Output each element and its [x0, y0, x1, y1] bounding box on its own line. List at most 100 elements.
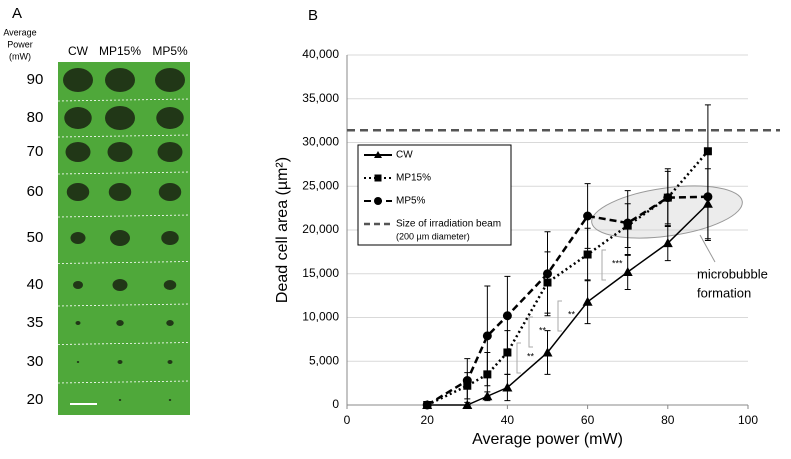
y-tick-label: 20,000 — [302, 222, 339, 236]
highlight-region — [591, 185, 743, 239]
dead-cell-spot — [110, 230, 130, 246]
dead-cell-spot — [117, 360, 123, 364]
x-tick-label: 80 — [661, 413, 675, 427]
marker — [662, 238, 673, 248]
annotation: microbubble — [697, 266, 768, 281]
marker — [422, 400, 432, 410]
marker — [583, 211, 593, 221]
row-label: 40 — [27, 276, 44, 293]
legend-marker — [374, 174, 382, 182]
significance-bracket — [516, 342, 521, 374]
row-label: 70 — [27, 143, 44, 160]
y-tick-label: 35,000 — [302, 91, 339, 105]
legend-label: (200 µm diameter) — [396, 231, 470, 241]
y-axis-label: Dead cell area (µm²) — [274, 157, 291, 303]
y-tick-label: 0 — [332, 397, 339, 411]
annotation-leader — [699, 234, 716, 263]
marker — [482, 331, 492, 341]
legend-marker — [374, 197, 382, 205]
dead-cell-spot — [63, 68, 93, 92]
dead-cell-spot — [73, 281, 83, 289]
dead-cell-spot — [118, 399, 122, 401]
annotation: formation — [697, 285, 751, 300]
significance-mark: ** — [568, 309, 576, 319]
column-label: MP5% — [152, 44, 188, 58]
dead-cell-spot — [155, 68, 185, 92]
marker — [542, 347, 553, 357]
dead-cell-spot — [116, 320, 124, 326]
column-label: CW — [68, 44, 89, 58]
x-tick-label: 60 — [581, 413, 595, 427]
x-tick-label: 40 — [501, 413, 515, 427]
marker — [582, 296, 593, 306]
column-label: MP15% — [99, 44, 141, 58]
marker — [583, 250, 592, 259]
dead-cell-spot — [105, 68, 135, 92]
dead-cell-spot — [107, 142, 133, 162]
marker — [462, 376, 472, 385]
panel-letter: B — [308, 7, 318, 24]
y-tick-label: 15,000 — [302, 266, 339, 280]
row-label: 20 — [27, 391, 44, 408]
legend-box — [357, 144, 512, 246]
legend-label: MP5% — [396, 196, 426, 207]
marker — [543, 269, 552, 279]
y-tick-label: 30,000 — [302, 135, 339, 149]
row-label: 80 — [27, 109, 44, 126]
dead-cell-spot — [76, 361, 80, 363]
chart: 0 5,000 10,000 15,000 20,000 25,000 30,000 35,0… — [274, 47, 780, 448]
dead-cell-spot — [163, 280, 177, 290]
axis-label: Average — [3, 27, 36, 37]
dead-cell-spot — [158, 183, 182, 201]
marker — [663, 193, 673, 203]
x-tick-label: 100 — [738, 413, 758, 427]
marker — [502, 382, 513, 392]
axis-label: Power — [7, 39, 33, 49]
dead-cell-spot — [105, 106, 135, 130]
marker — [623, 218, 633, 228]
row-label: 35 — [27, 314, 44, 331]
dead-cell-spot — [167, 360, 173, 364]
dead-cell-spot — [156, 107, 184, 129]
dead-cell-spot — [70, 232, 86, 244]
row-label: 50 — [27, 229, 44, 246]
dead-cell-spot — [112, 279, 128, 291]
y-tick-label: 40,000 — [302, 47, 339, 61]
marker — [502, 311, 512, 321]
dead-cell-spot — [75, 321, 81, 325]
micrograph-content — [57, 68, 191, 405]
legend-label: MP15% — [396, 173, 431, 184]
legend-label: CW — [396, 150, 413, 161]
significance-bracket — [601, 249, 606, 281]
x-tick-label: 20 — [421, 413, 435, 427]
x-tick-label: 0 — [344, 413, 351, 427]
legend-marker — [374, 151, 382, 158]
marker — [462, 400, 473, 409]
row-label: 90 — [27, 71, 44, 88]
legend-label: Size of irradiation beam — [396, 219, 501, 230]
y-tick-label: 25,000 — [302, 178, 339, 192]
x-axis-label: Average power (mW) — [472, 431, 623, 448]
dead-cell-spot — [65, 142, 91, 162]
dead-cell-spot — [108, 183, 132, 201]
significance-mark: ** — [527, 351, 535, 361]
y-tick-label: 5,000 — [309, 353, 339, 367]
significance-bracket — [528, 316, 533, 348]
row-label: 60 — [27, 183, 44, 200]
axis-label: (mW) — [9, 51, 31, 61]
dead-cell-spot — [168, 399, 172, 401]
significance-mark: ** — [539, 325, 547, 335]
significance-mark: *** — [612, 258, 623, 268]
dead-cell-spot — [64, 107, 92, 129]
dead-cell-spot — [166, 320, 174, 326]
row-label: 30 — [27, 353, 44, 370]
marker — [622, 267, 633, 276]
dead-cell-spot — [157, 142, 183, 162]
y-tick-label: 10,000 — [302, 310, 339, 324]
panel-letter: A — [12, 5, 22, 22]
dead-cell-spot — [66, 183, 90, 201]
marker — [703, 192, 713, 202]
marker — [703, 147, 712, 156]
dead-cell-spot — [161, 231, 179, 245]
